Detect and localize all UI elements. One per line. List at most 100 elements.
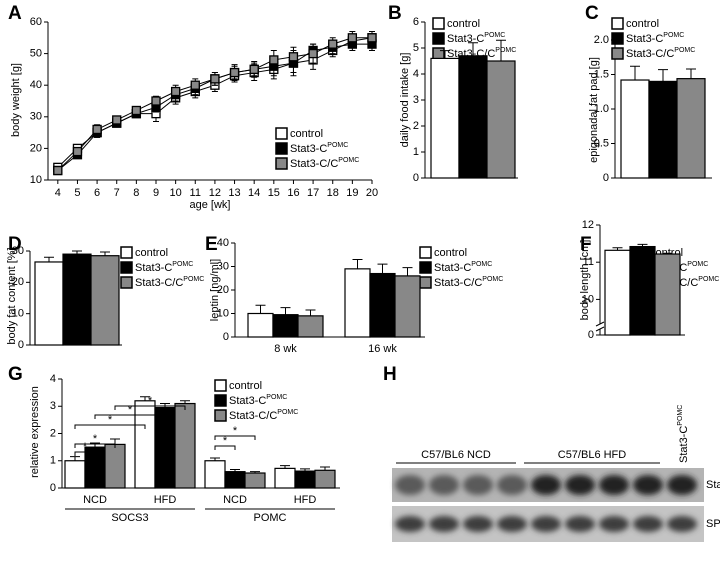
x-tick-label: 18 bbox=[327, 187, 339, 199]
blot-band bbox=[531, 475, 561, 495]
y-tick-label: 2.0 bbox=[594, 34, 609, 46]
label-text: control bbox=[229, 380, 262, 392]
y-tick-label: 2 bbox=[413, 120, 419, 132]
y-tick-label: 30 bbox=[12, 245, 24, 257]
significance-bracket bbox=[214, 435, 256, 440]
y-tick-label: 0 bbox=[223, 331, 229, 343]
x-tick-label: 11 bbox=[190, 187, 201, 199]
y-tick-label: 6 bbox=[413, 16, 419, 28]
error-bar bbox=[630, 65, 640, 81]
legend-swatch bbox=[419, 261, 432, 274]
label-superscript: POMC bbox=[495, 47, 516, 54]
error-bar bbox=[305, 309, 316, 316]
y-tick-label: 1.0 bbox=[594, 103, 609, 115]
significance-bracket bbox=[74, 424, 146, 429]
x-tick-label: 7 bbox=[114, 187, 120, 199]
label-text: Stat3-C bbox=[678, 426, 690, 463]
label-text: control bbox=[447, 18, 480, 30]
panel-label: G bbox=[8, 364, 23, 385]
blot-band bbox=[497, 475, 527, 495]
legend-swatch bbox=[214, 379, 227, 392]
panel-label: C bbox=[585, 3, 599, 24]
bar bbox=[294, 470, 316, 489]
bar bbox=[458, 55, 488, 179]
blot-band bbox=[463, 516, 493, 532]
label-text: control bbox=[434, 247, 467, 259]
x-tick-label: 19 bbox=[346, 187, 358, 199]
legend-swatch bbox=[432, 47, 445, 60]
error-bar bbox=[402, 267, 413, 276]
x-tick-label: 14 bbox=[248, 187, 260, 199]
y-tick-label: 12 bbox=[582, 219, 594, 231]
y-tick-label: 4 bbox=[413, 68, 419, 80]
legend-swatch bbox=[275, 157, 288, 170]
label-superscript: POMC bbox=[183, 276, 204, 283]
label-superscript: POMC bbox=[338, 157, 359, 164]
x-tick-label: 17 bbox=[307, 187, 319, 199]
label-text: Stat3-C/C bbox=[135, 277, 183, 289]
legend-label: control bbox=[434, 247, 467, 259]
y-tick-label: 0 bbox=[18, 339, 24, 351]
legend-swatch bbox=[419, 246, 432, 259]
label-text: Stat3-C bbox=[229, 395, 266, 407]
y-axis-label: relative expression bbox=[29, 386, 41, 478]
y-tick-label: 10 bbox=[12, 308, 24, 320]
significance-label: * bbox=[128, 404, 133, 416]
marker bbox=[92, 124, 102, 135]
x-tick-label: 13 bbox=[228, 187, 240, 199]
y-tick-label: 1.5 bbox=[594, 68, 609, 80]
label-text: Stat3-C bbox=[290, 143, 327, 155]
y-tick-label: 11 bbox=[583, 256, 594, 268]
error-bar bbox=[658, 69, 668, 82]
marker bbox=[151, 96, 161, 106]
group-label: SOCS3 bbox=[111, 512, 148, 524]
significance-bracket bbox=[214, 445, 236, 450]
legend-label: Stat3-CPOMC bbox=[135, 261, 193, 274]
y-tick-label: 10 bbox=[217, 307, 229, 319]
legend-label: Stat3-CPOMC bbox=[447, 32, 505, 45]
legend-swatch bbox=[419, 276, 432, 289]
label-text: Stat3-C bbox=[135, 262, 172, 274]
y-tick-label: 3 bbox=[413, 94, 419, 106]
blot-band bbox=[565, 475, 595, 495]
label-superscript: POMC bbox=[482, 276, 503, 283]
bar bbox=[297, 315, 324, 338]
label-superscript: POMC bbox=[674, 47, 695, 54]
y-tick-label: 1 bbox=[413, 146, 419, 158]
bar bbox=[134, 400, 156, 489]
blot-band bbox=[667, 516, 697, 532]
bar bbox=[604, 249, 631, 336]
label-text: control bbox=[290, 128, 323, 140]
y-tick-label: 0 bbox=[603, 172, 609, 184]
error-bar bbox=[468, 42, 478, 56]
marker bbox=[347, 33, 358, 43]
significance-label: * bbox=[108, 414, 113, 426]
y-axis-label: body length [cm] bbox=[579, 240, 591, 321]
legend-swatch bbox=[120, 261, 133, 274]
panel-label: D bbox=[8, 234, 22, 255]
error-bar bbox=[255, 304, 266, 314]
marker bbox=[190, 80, 200, 90]
x-tick-label: 8 wk bbox=[274, 343, 297, 355]
bar bbox=[394, 275, 421, 338]
label-superscript: POMC bbox=[677, 405, 684, 426]
panel-label: F bbox=[580, 234, 592, 255]
marker bbox=[308, 48, 318, 59]
label-superscript: POMC bbox=[663, 32, 684, 39]
legend-label: Stat3-C/CPOMC bbox=[229, 409, 298, 422]
bar bbox=[620, 79, 650, 179]
blot-band bbox=[667, 475, 697, 495]
label-superscript: POMC bbox=[327, 142, 348, 149]
legend-swatch bbox=[120, 246, 133, 259]
bar bbox=[247, 312, 274, 338]
panel-label: A bbox=[8, 3, 22, 24]
y-tick-label: 10 bbox=[582, 293, 594, 305]
marker bbox=[328, 39, 338, 49]
y-tick-label: 0 bbox=[50, 482, 56, 494]
marker bbox=[367, 33, 377, 43]
legend-label: Stat3-CPOMC bbox=[290, 142, 348, 155]
blot-band bbox=[395, 475, 425, 495]
legend-swatch bbox=[432, 32, 445, 45]
blot-band bbox=[497, 516, 527, 532]
significance-label: * bbox=[93, 433, 98, 445]
